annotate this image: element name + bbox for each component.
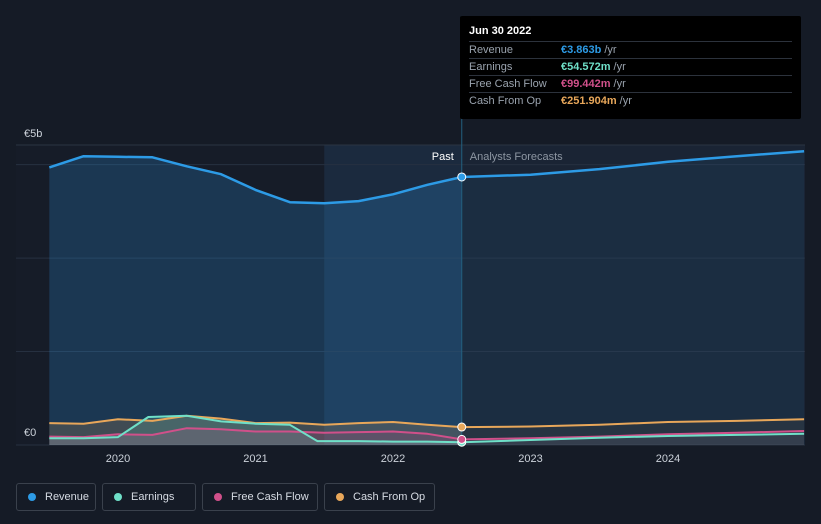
legend-dot-icon — [336, 493, 344, 501]
x-tick-label: 2024 — [656, 453, 680, 465]
legend-dot-icon — [114, 493, 122, 501]
cfo-marker — [457, 422, 467, 432]
revenue-line — [48, 149, 805, 205]
legend-label: Free Cash Flow — [231, 491, 309, 503]
forecast-label: Analysts Forecasts — [470, 151, 563, 163]
legend-item-cash-from-op[interactable]: Cash From Op — [324, 483, 435, 511]
cfo-line — [49, 414, 805, 429]
legend-item-revenue[interactable]: Revenue — [16, 483, 96, 511]
y-tick-label: €5b — [24, 128, 42, 140]
gridlines — [16, 144, 805, 446]
tooltip-label: Revenue — [469, 44, 514, 56]
revenue-marker — [457, 172, 467, 182]
x-tick-label: 2023 — [518, 453, 542, 465]
x-axis: 2020 2021 2022 2023 2024 — [106, 453, 680, 465]
tooltip-row-revenue: Revenue €3.863b/yr — [469, 41, 792, 59]
tooltip-row-earnings: Earnings €54.572m/yr — [469, 58, 792, 76]
y-axis: €5b €0 — [24, 128, 42, 439]
earnings-forecast-area — [461, 433, 805, 445]
tooltip-label: Free Cash Flow — [469, 78, 547, 90]
fcf-line — [49, 427, 805, 441]
legend-item-free-cash-flow[interactable]: Free Cash Flow — [202, 483, 318, 511]
tooltip-label: Cash From Op — [469, 95, 542, 107]
past-label: Past — [432, 151, 454, 163]
hover-markers — [457, 172, 467, 447]
legend-dot-icon — [28, 493, 36, 501]
tooltip-row-free-cash-flow: Free Cash Flow €99.442m/yr — [469, 75, 792, 93]
earnings-past-area — [49, 415, 462, 445]
y-tick-label: €0 — [24, 427, 36, 439]
fcf-marker — [457, 434, 467, 444]
revenue-forecast-area — [461, 151, 805, 445]
tooltip-value: €3.863b/yr — [561, 44, 617, 56]
legend-dot-icon — [214, 493, 222, 501]
tooltip-date: Jun 30 2022 — [469, 25, 532, 37]
tooltip-value: €54.572m/yr — [561, 61, 626, 73]
revenue-past-area — [49, 156, 462, 445]
legend-item-earnings[interactable]: Earnings — [102, 483, 196, 511]
earnings-line — [49, 414, 805, 444]
legend-label: Earnings — [131, 491, 175, 503]
legend-label: Cash From Op — [353, 491, 426, 503]
tooltip-value: €99.442m/yr — [561, 78, 626, 90]
x-tick-label: 2022 — [381, 453, 405, 465]
tooltip: Jun 30 2022 Revenue €3.863b/yr Earnings … — [460, 16, 801, 119]
series-lines — [48, 149, 805, 444]
legend-label: Revenue — [45, 491, 90, 503]
tooltip-label: Earnings — [469, 61, 513, 73]
tooltip-row-cash-from-op: Cash From Op €251.904m/yr — [469, 92, 792, 110]
forecast-background — [461, 145, 805, 445]
series-areas — [49, 151, 805, 445]
tooltip-value: €251.904m/yr — [561, 95, 632, 107]
x-tick-label: 2021 — [243, 453, 267, 465]
x-tick-label: 2020 — [106, 453, 130, 465]
